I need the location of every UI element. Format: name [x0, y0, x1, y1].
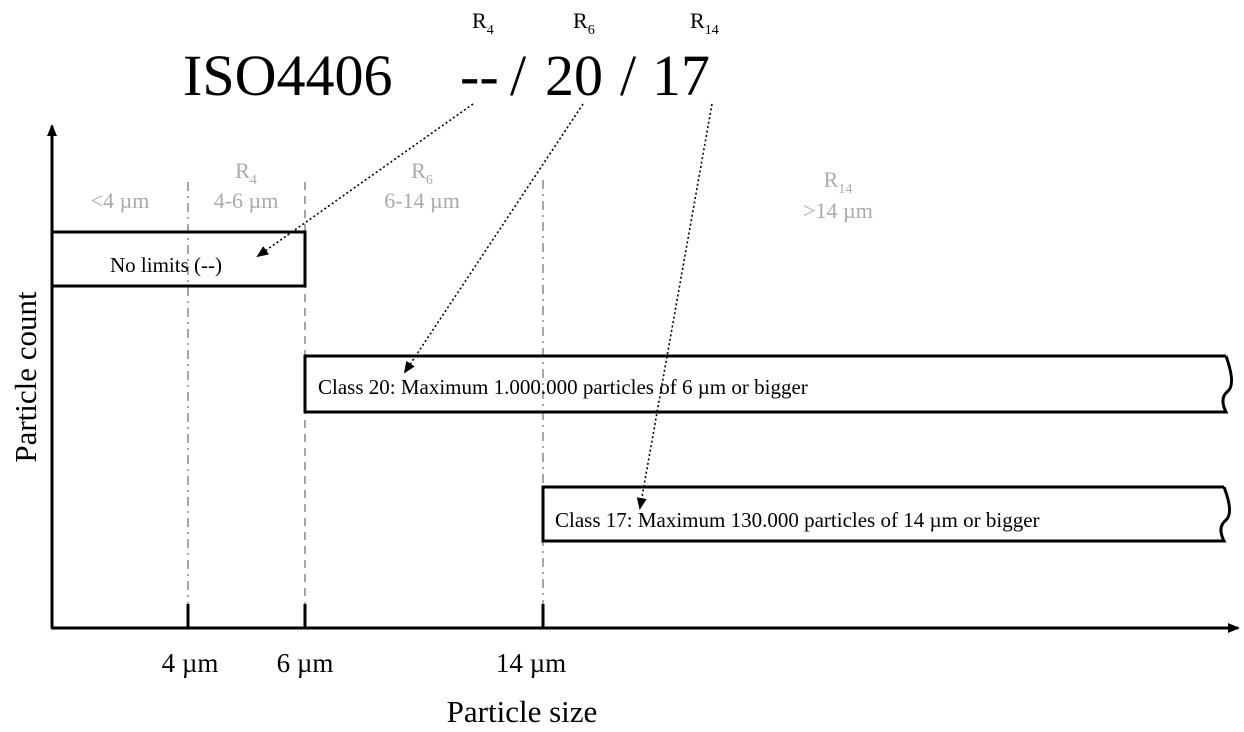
code-separator-1: /: [510, 43, 527, 108]
x-ticks: 4 µm 6 µm 14 µm: [162, 604, 566, 678]
code-value-r14: 17: [652, 43, 710, 108]
box-r14-text: Class 17: Maximum 130.000 particles of 1…: [555, 508, 1040, 532]
tick-label-14um: 14 µm: [496, 648, 566, 678]
tick-label-4um: 4 µm: [162, 648, 219, 678]
box-r14: [541, 485, 1231, 543]
axes: [47, 124, 1240, 633]
range-name-r4: R4: [235, 158, 257, 188]
code-label-r6: R6: [573, 8, 595, 38]
range-name-r6: R6: [411, 158, 433, 188]
range-size-6-14um: 6-14 µm: [384, 188, 460, 213]
pointer-arrows: [256, 103, 713, 510]
tick-label-6um: 6 µm: [277, 648, 334, 678]
code-value-r4: --: [460, 43, 499, 108]
box-r6-text: Class 20: Maximum 1.000.000 particles of…: [318, 375, 808, 399]
arrow-r6: [403, 103, 584, 374]
code-separator-2: /: [620, 43, 637, 108]
range-size-4-6um: 4-6 µm: [214, 188, 279, 213]
class-boxes: No limits (--) Class 20: Maximum 1.000.0…: [50, 230, 1233, 543]
arrow-r14: [636, 103, 713, 510]
box-r4-text: No limits (--): [110, 253, 222, 277]
code-value-r6: 20: [545, 43, 603, 108]
code-label-r4: R4: [472, 8, 494, 38]
box-r4: [50, 230, 307, 288]
code-label-r14: R14: [690, 8, 719, 38]
x-axis-title: Particle size: [447, 694, 598, 727]
range-name-r14: R14: [824, 167, 853, 197]
standard-name: ISO4406: [183, 43, 392, 108]
range-size-over-14um: >14 µm: [803, 198, 873, 223]
arrow-r4: [256, 103, 474, 258]
range-labels: <4 µm R4 4-6 µm R6 6-14 µm R14 >14 µm: [91, 158, 873, 223]
box-r6: [303, 354, 1233, 414]
iso-code: ISO4406 -- / 20 / 17 R4 R6 R14: [183, 8, 719, 108]
y-axis-title: Particle count: [8, 291, 43, 463]
range-size-under-4um: <4 µm: [91, 188, 150, 213]
